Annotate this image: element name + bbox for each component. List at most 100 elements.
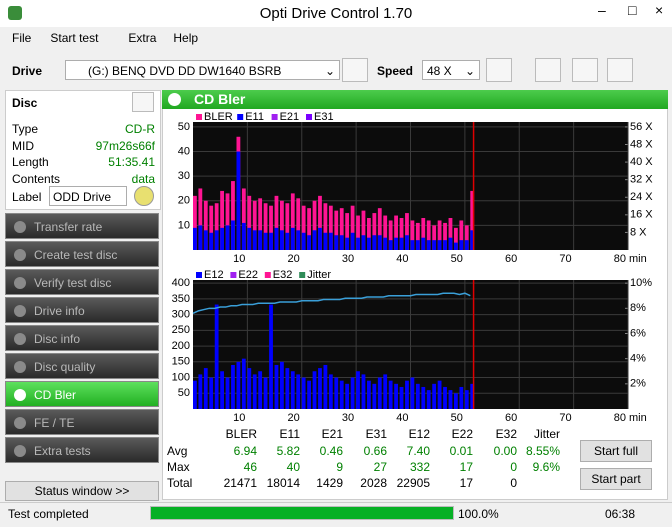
- bar: [220, 371, 224, 409]
- nav-item[interactable]: Verify test disc: [5, 269, 159, 295]
- window-title: Opti Drive Control 1.70: [259, 5, 413, 22]
- panel-icon: [168, 93, 181, 106]
- stats-value: 40: [286, 460, 300, 474]
- bar: [470, 230, 475, 250]
- speed-value: 48 X: [427, 64, 452, 78]
- y-tick-label: 400: [172, 277, 190, 289]
- bar: [356, 215, 360, 250]
- stats-value: 0.01: [449, 444, 473, 458]
- bar: [459, 220, 464, 250]
- label-input[interactable]: ODD Drive: [49, 186, 127, 206]
- bar: [209, 232, 214, 250]
- nav-item[interactable]: Disc info: [5, 325, 159, 351]
- title-bar: [0, 0, 672, 27]
- stats-value: 5.82: [276, 444, 300, 458]
- stats-value: 17: [459, 460, 473, 474]
- legend-swatch: [196, 114, 202, 120]
- bar: [209, 377, 214, 409]
- nav-item[interactable]: Disc quality: [5, 353, 159, 379]
- bar: [394, 215, 398, 250]
- stats-header: E32: [495, 427, 517, 441]
- bar: [269, 205, 273, 250]
- bar: [236, 151, 241, 250]
- disc-refresh-button[interactable]: [132, 92, 154, 112]
- bar: [214, 304, 219, 409]
- speed-select[interactable]: 48 X ⌄: [422, 60, 480, 80]
- action-button[interactable]: Start part: [580, 468, 652, 490]
- y2-tick-label: 16 X: [630, 209, 653, 221]
- bar: [372, 213, 377, 250]
- y2-tick-label: 24 X: [630, 191, 653, 203]
- bar: [220, 227, 224, 250]
- x-tick-label: 30: [342, 412, 354, 424]
- bar: [399, 386, 404, 409]
- stats-value: 9: [336, 460, 343, 474]
- minimize-button[interactable]: –: [598, 2, 606, 18]
- x-tick-label: 40: [396, 412, 408, 424]
- bar: [356, 371, 360, 409]
- bar: [345, 237, 350, 250]
- bar: [198, 225, 203, 250]
- bar: [405, 380, 409, 409]
- bar: [356, 237, 360, 250]
- legend-swatch: [271, 114, 278, 120]
- erase-button[interactable]: [535, 58, 561, 82]
- legend-label: BLER: [204, 111, 233, 123]
- bar: [367, 380, 371, 409]
- nav-icon: [14, 361, 26, 373]
- nav-item[interactable]: Drive info: [5, 297, 159, 323]
- close-button[interactable]: ×: [655, 2, 664, 18]
- bar: [361, 374, 366, 409]
- menu-item[interactable]: Start test: [50, 31, 99, 45]
- nav-item[interactable]: Transfer rate: [5, 213, 159, 239]
- bar: [323, 232, 328, 250]
- menu-item[interactable]: File: [12, 31, 32, 45]
- y2-tick-label: 48 X: [630, 138, 653, 150]
- progress-text: 100.0%: [458, 507, 499, 521]
- bar: [443, 240, 447, 250]
- nav-item[interactable]: Create test disc: [5, 241, 159, 267]
- bar: [247, 368, 252, 409]
- maximize-button[interactable]: □: [628, 2, 637, 18]
- action-button[interactable]: Start full: [580, 440, 652, 462]
- drive-select[interactable]: (G:) BENQ DVD DD DW1640 BSRB ⌄: [65, 60, 340, 80]
- x-tick-label: 40: [396, 253, 408, 265]
- bar: [388, 380, 393, 409]
- stats-value: 27: [373, 460, 387, 474]
- bar: [318, 195, 322, 250]
- bar: [241, 188, 246, 250]
- y2-tick-label: 6%: [630, 327, 646, 339]
- y2-tick-label: 8 X: [630, 226, 647, 238]
- bar: [421, 218, 426, 250]
- bar: [323, 364, 328, 409]
- bar: [307, 208, 311, 250]
- legend-label: Jitter: [307, 269, 331, 281]
- nav-item[interactable]: Extra tests: [5, 437, 159, 463]
- nav-item[interactable]: CD Bler: [5, 381, 159, 407]
- legend-swatch: [237, 114, 244, 120]
- nav-item[interactable]: FE / TE: [5, 409, 159, 435]
- legend-swatch: [264, 272, 271, 278]
- bar: [454, 242, 458, 250]
- bar: [405, 235, 409, 250]
- bar: [290, 371, 295, 409]
- status-window-button[interactable]: Status window >>: [5, 481, 159, 501]
- x-tick-label: 30: [342, 253, 354, 265]
- menu-item[interactable]: Extra: [128, 31, 157, 45]
- copy-button[interactable]: [572, 58, 598, 82]
- eject-button[interactable]: [342, 58, 368, 82]
- menu-item[interactable]: Help: [173, 31, 199, 45]
- stats-value: 1429: [316, 476, 343, 490]
- bar: [350, 205, 355, 250]
- bar: [464, 225, 469, 250]
- refresh-button[interactable]: [486, 58, 512, 82]
- bar: [301, 232, 306, 250]
- bar: [225, 377, 230, 409]
- legend-swatch: [230, 272, 237, 278]
- bar: [394, 237, 398, 250]
- disc-value: 97m26s66f: [95, 138, 155, 153]
- bar: [388, 220, 393, 250]
- bar: [410, 220, 415, 250]
- label-button[interactable]: [134, 186, 154, 206]
- save-button[interactable]: [607, 58, 633, 82]
